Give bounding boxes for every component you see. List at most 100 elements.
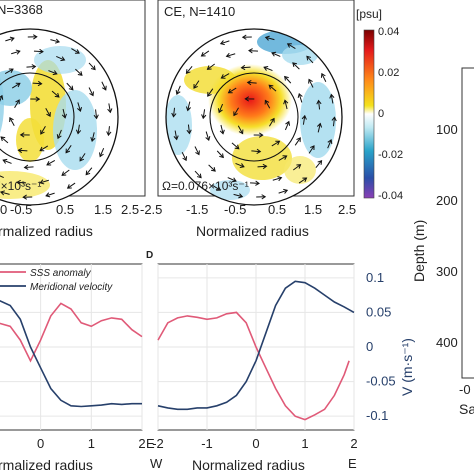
velocity-arrowhead <box>90 137 96 143</box>
velocity-arrow <box>194 170 202 179</box>
velocity-arrow <box>271 52 281 57</box>
depth-xlabel: Sa <box>459 401 474 417</box>
velocity-arrow <box>46 159 56 166</box>
velocity-arrowhead <box>219 129 225 135</box>
legend-label-velocity: Meridional velocity <box>30 282 113 293</box>
velocity-arrowhead <box>173 135 179 141</box>
panel-top-mid-omega: Ω=0.076×10³s⁻¹ <box>162 179 249 193</box>
tick-label: 0 <box>0 202 7 217</box>
velocity-arrowhead <box>302 177 308 182</box>
velocity-arrowhead <box>220 74 226 79</box>
velocity-arrow <box>278 155 287 161</box>
tick-label: 0.5 <box>268 202 286 217</box>
velocity-arrow <box>247 81 257 84</box>
velocity-arrowhead <box>15 99 20 105</box>
velocity-arrowhead <box>217 108 223 114</box>
velocity-arrowhead <box>60 56 66 62</box>
velocity-arrowhead <box>264 35 270 41</box>
velocity-arrow <box>228 87 237 94</box>
panel-top-left-omega: 7×10³s⁻¹ <box>0 179 41 193</box>
velocity-arrowhead <box>219 153 224 159</box>
tick-label: 0.5 <box>56 202 74 217</box>
velocity-arrowhead <box>317 160 323 165</box>
velocity-arrow <box>71 48 80 54</box>
eddy-core-mid <box>209 72 299 162</box>
tick-label: -2.5 <box>140 202 162 217</box>
velocity-arrow <box>62 108 66 118</box>
velocity-arrow <box>269 118 275 127</box>
velocity-arrowhead <box>195 150 200 156</box>
velocity-arrowhead <box>65 148 71 154</box>
depth-panel: 100 200 300 400 Depth (m) -0 Sa <box>411 67 474 417</box>
velocity-arrow <box>65 145 72 154</box>
velocity-arrow <box>306 55 314 64</box>
velocity-arrowhead <box>271 51 277 57</box>
velocity-arrow <box>2 159 12 164</box>
velocity-arrow <box>226 53 236 57</box>
velocity-arrow <box>45 108 51 117</box>
velocity-arrow <box>194 146 200 155</box>
velocity-arrowhead <box>22 194 28 200</box>
x-tick-label: 2 <box>350 436 357 451</box>
velocity-arrow <box>308 145 315 154</box>
bottom-right-xlabel: Normalized radius <box>192 457 305 473</box>
velocity-arrow <box>216 150 224 158</box>
velocity-arrowhead <box>61 113 67 119</box>
velocity-arrow <box>0 95 3 102</box>
velocity-arrow <box>207 63 215 70</box>
bottom-right-end-label: E <box>348 456 357 471</box>
salinity-field-left <box>0 29 118 205</box>
x-tick-label: 1 <box>301 436 308 451</box>
tick-label: -0.5 <box>10 202 32 217</box>
velocity-arrow <box>235 163 245 168</box>
velocity-arrowhead <box>238 193 244 199</box>
x-tick-label: -1 <box>201 436 213 451</box>
velocity-arrowhead <box>225 52 231 58</box>
velocity-arrow <box>298 93 303 103</box>
velocity-arrow <box>40 125 46 135</box>
bottom-right-ylabel: V (m·s⁻¹) <box>399 338 415 396</box>
velocity-arrowhead <box>283 99 289 105</box>
series-line-velocity <box>0 299 142 408</box>
top-mid-xlabel: Normalized radius <box>196 223 309 239</box>
y-tick-label: 0.1 <box>366 270 384 285</box>
salinity-field-mid <box>166 29 342 205</box>
velocity-arrow <box>284 121 290 131</box>
velocity-arrowhead <box>331 116 337 122</box>
velocity-arrowhead <box>275 140 281 146</box>
velocity-arrowhead <box>56 134 62 140</box>
legend-label-sss: SSS anomaly <box>30 268 92 279</box>
velocity-arrow <box>251 150 261 153</box>
velocity-arrowhead <box>182 156 188 162</box>
velocity-arrow <box>227 177 237 182</box>
velocity-arrow <box>263 66 273 71</box>
velocity-arrowhead <box>227 88 233 94</box>
bottom-left-series <box>0 299 143 408</box>
velocity-arrowhead <box>255 180 260 186</box>
x-tick-label: -2 <box>152 436 164 451</box>
tick-label: 1.5 <box>94 202 112 217</box>
velocity-arrow <box>79 153 86 162</box>
velocity-arrowhead <box>39 146 45 152</box>
velocity-arrowhead <box>32 34 38 40</box>
velocity-arrow <box>40 179 49 184</box>
velocity-arrow <box>45 192 55 197</box>
velocity-arrow <box>174 130 178 140</box>
velocity-arrow <box>48 70 58 75</box>
velocity-arrowhead <box>270 117 275 123</box>
y-tick-label: -0.1 <box>366 408 388 423</box>
velocity-arrowhead <box>327 139 333 145</box>
velocity-arrowhead <box>98 152 104 158</box>
velocity-arrow <box>231 142 240 150</box>
velocity-arrowhead <box>54 92 60 98</box>
velocity-arrowhead <box>244 96 250 102</box>
panel-top-mid-label: CE, N=1410 <box>164 4 235 19</box>
velocity-arrow <box>5 37 15 42</box>
velocity-arrowhead <box>55 38 61 44</box>
velocity-arrow <box>66 82 74 91</box>
depth-panel-frame <box>461 67 474 379</box>
panel-d-letter: D <box>146 250 153 261</box>
velocity-arrow <box>292 62 300 70</box>
velocity-arrow <box>181 152 187 161</box>
colorbar-title: [psu] <box>356 7 382 21</box>
